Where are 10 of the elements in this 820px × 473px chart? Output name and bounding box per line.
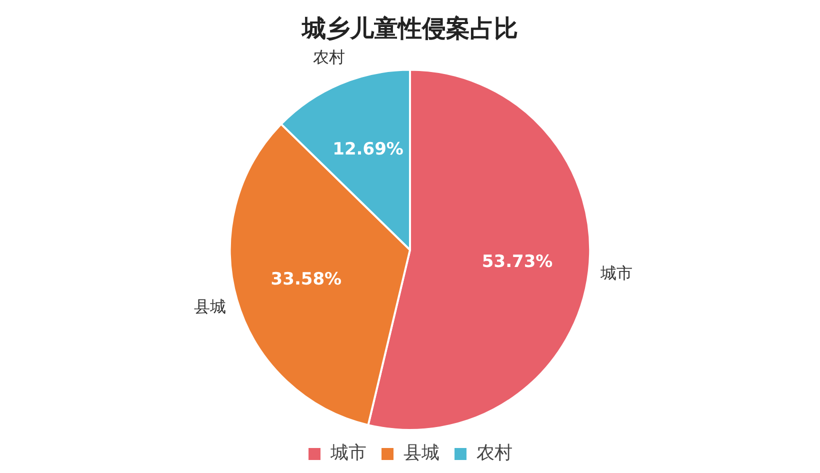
chart-title: 城乡儿童性侵案占比	[301, 14, 518, 43]
data-label: 53.73%	[482, 252, 553, 272]
slice-label: 农村	[313, 47, 346, 66]
legend-label: 县城	[404, 442, 440, 464]
data-label: 12.69%	[332, 140, 404, 160]
slice-label: 县城	[194, 296, 226, 316]
slice-label: 城市	[600, 263, 633, 282]
data-label: 33.58%	[270, 269, 342, 290]
legend-label: 农村	[476, 442, 512, 464]
legend-label: 城市	[330, 442, 366, 464]
